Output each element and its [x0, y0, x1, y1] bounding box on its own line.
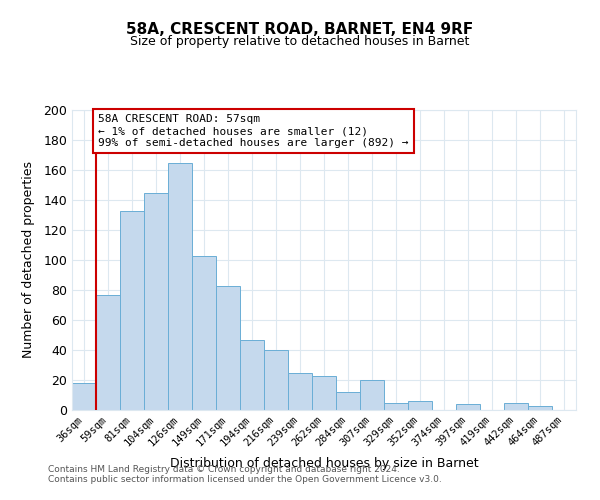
- Bar: [168, 162, 192, 410]
- Bar: [216, 286, 240, 410]
- Bar: [384, 402, 408, 410]
- Bar: [360, 380, 384, 410]
- Bar: [408, 401, 432, 410]
- Text: Size of property relative to detached houses in Barnet: Size of property relative to detached ho…: [130, 35, 470, 48]
- Text: Contains HM Land Registry data © Crown copyright and database right 2024.: Contains HM Land Registry data © Crown c…: [48, 466, 400, 474]
- Bar: [144, 192, 168, 410]
- Bar: [528, 406, 552, 410]
- Bar: [96, 294, 120, 410]
- Bar: [456, 404, 480, 410]
- Bar: [120, 210, 144, 410]
- Y-axis label: Number of detached properties: Number of detached properties: [22, 162, 35, 358]
- Bar: [288, 372, 312, 410]
- X-axis label: Distribution of detached houses by size in Barnet: Distribution of detached houses by size …: [170, 457, 478, 470]
- Bar: [504, 402, 528, 410]
- Text: 58A CRESCENT ROAD: 57sqm
← 1% of detached houses are smaller (12)
99% of semi-de: 58A CRESCENT ROAD: 57sqm ← 1% of detache…: [98, 114, 409, 148]
- Bar: [312, 376, 336, 410]
- Bar: [264, 350, 288, 410]
- Bar: [336, 392, 360, 410]
- Text: Contains public sector information licensed under the Open Government Licence v3: Contains public sector information licen…: [48, 476, 442, 484]
- Text: 58A, CRESCENT ROAD, BARNET, EN4 9RF: 58A, CRESCENT ROAD, BARNET, EN4 9RF: [127, 22, 473, 38]
- Bar: [72, 383, 96, 410]
- Bar: [192, 256, 216, 410]
- Bar: [240, 340, 264, 410]
